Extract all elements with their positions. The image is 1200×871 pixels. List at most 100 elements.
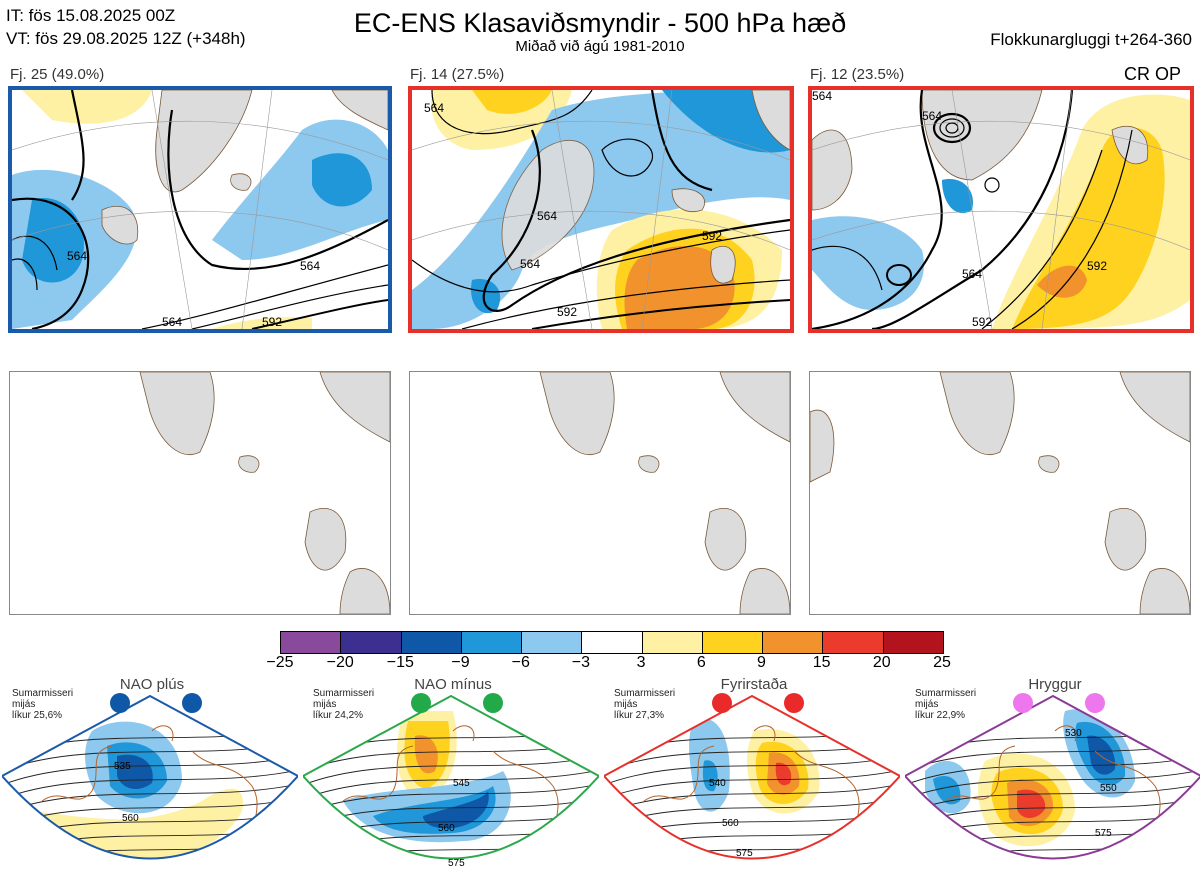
height-contour bbox=[2, 767, 298, 804]
regime-note: Sumarmisseri mijás líkur 27,3% bbox=[614, 688, 675, 721]
colorbar-tick-label: −6 bbox=[511, 654, 530, 671]
height-contour bbox=[303, 767, 599, 804]
anomaly-blob bbox=[702, 760, 718, 792]
regime-border bbox=[905, 694, 1200, 860]
height-contour bbox=[2, 753, 298, 790]
contour-label: 592 bbox=[702, 229, 722, 243]
contour-label: 550 bbox=[1100, 783, 1117, 794]
colorbar-swatch bbox=[340, 632, 401, 653]
contour-label: 592 bbox=[557, 305, 577, 319]
colorbar-swatch bbox=[281, 632, 341, 653]
regime-marker-dot bbox=[712, 693, 732, 713]
anomaly-fill bbox=[412, 90, 790, 329]
regime-border bbox=[2, 694, 298, 860]
height-contour bbox=[905, 767, 1200, 804]
anomaly-blob bbox=[423, 791, 489, 829]
cluster-2-label: Fj. 14 (27.5%) bbox=[410, 66, 505, 83]
height-contours bbox=[812, 90, 1133, 329]
valid-time: VT: fös 29.08.2025 12Z (+348h) bbox=[6, 29, 246, 48]
regime-note-line: mijás bbox=[614, 699, 638, 710]
regime-note-line: mijás bbox=[915, 699, 939, 710]
regime-note: Sumarmisseri mijás líkur 22,9% bbox=[915, 688, 976, 721]
colorbar-tick-label: 6 bbox=[696, 654, 706, 671]
cluster-3-map[interactable]: 564 564 564 592 592 bbox=[808, 86, 1194, 333]
colorbar-swatch bbox=[701, 632, 763, 653]
contour-label: 592 bbox=[1087, 259, 1107, 273]
page-title: EC-ENS Klasaviðsmyndir - 500 hPa hæð bbox=[353, 8, 847, 38]
page-subtitle: Miðað við ágú 1981-2010 bbox=[515, 38, 685, 55]
colorbar bbox=[280, 631, 944, 654]
colorbar-tick-label: −20 bbox=[326, 654, 354, 671]
colorbar-swatch bbox=[460, 632, 522, 653]
empty-map-1 bbox=[9, 371, 391, 615]
contour-label: 564 bbox=[67, 249, 87, 263]
land bbox=[812, 90, 1149, 211]
regime-title: NAO mínus bbox=[414, 676, 492, 693]
regime-map[interactable]: 540 560 575 bbox=[604, 691, 900, 871]
regime-note-line: Sumarmisseri bbox=[313, 688, 375, 699]
regime-note-line: líkur 25,6% bbox=[12, 710, 63, 721]
contour-label: 575 bbox=[736, 848, 753, 859]
regime-note: Sumarmisseri mijás líkur 25,6% bbox=[12, 688, 73, 721]
regime-map[interactable]: 535 560 bbox=[2, 691, 298, 871]
colorbar-swatch bbox=[581, 632, 642, 653]
cluster-1-map[interactable]: 564 564 564 592 bbox=[8, 86, 392, 333]
contour-label: 530 bbox=[1065, 728, 1082, 739]
regime-note-line: Sumarmisseri bbox=[614, 688, 676, 699]
height-contours bbox=[412, 90, 790, 329]
height-contour bbox=[303, 753, 599, 790]
colorbar-swatch bbox=[822, 632, 883, 653]
colorbar-swatch bbox=[641, 632, 702, 653]
contour-label: 535 bbox=[114, 761, 131, 772]
colorbar-swatch bbox=[762, 632, 823, 653]
colorbar-tick-label: 9 bbox=[757, 654, 766, 671]
regime-marker-dot bbox=[110, 693, 130, 713]
regime-note-line: líkur 27,3% bbox=[614, 710, 665, 721]
contour-label: 564 bbox=[520, 257, 540, 271]
regime-marker-dot bbox=[182, 693, 202, 713]
contour-label: 575 bbox=[1095, 828, 1112, 839]
regime-marker-dot bbox=[1085, 693, 1105, 713]
contour-label: 540 bbox=[709, 778, 726, 789]
regime-marker-dot bbox=[1013, 693, 1033, 713]
regime-marker-dot bbox=[411, 693, 431, 713]
clustering-window: Flokkunargluggi t+264-360 bbox=[990, 30, 1192, 49]
regime-border bbox=[604, 694, 900, 860]
regime-marker-dot bbox=[483, 693, 503, 713]
regime-map[interactable]: 545 560 575 bbox=[303, 691, 599, 871]
land bbox=[501, 90, 790, 284]
cluster-1-label: Fj. 25 (49.0%) bbox=[10, 66, 105, 83]
colorbar-tick-label: −25 bbox=[266, 654, 294, 671]
cluster-3-tag: CR OP bbox=[1124, 64, 1182, 84]
regime-title: Hryggur bbox=[1028, 676, 1082, 693]
cluster-3-label: Fj. 12 (23.5%) bbox=[810, 66, 905, 83]
contour-label: 564 bbox=[162, 315, 182, 329]
contour-label: 545 bbox=[453, 778, 470, 789]
colorbar-tick-label: 20 bbox=[872, 654, 891, 671]
contour-label: 564 bbox=[812, 90, 832, 103]
contour-label: 575 bbox=[448, 858, 465, 869]
anomaly-blob bbox=[414, 735, 438, 774]
regime-note-line: líkur 24,2% bbox=[313, 710, 364, 721]
empty-map-2 bbox=[409, 371, 791, 615]
contour-label: 564 bbox=[424, 101, 444, 115]
colorbar-tick-label: −9 bbox=[451, 654, 470, 671]
regime-note-line: mijás bbox=[313, 699, 337, 710]
contour-label: 564 bbox=[537, 209, 557, 223]
header-info: IT: fös 15.08.2025 00Z VT: fös 29.08.202… bbox=[6, 4, 246, 50]
initial-time: IT: fös 15.08.2025 00Z bbox=[6, 6, 176, 25]
land bbox=[101, 90, 388, 245]
contour-label: 564 bbox=[300, 259, 320, 273]
colorbar-tick-label: −15 bbox=[386, 654, 414, 671]
colorbar-tick-label: −3 bbox=[571, 654, 591, 671]
regime-map[interactable]: 530 550 575 bbox=[905, 691, 1200, 871]
cluster-2-map[interactable]: 564 564 564 592 592 bbox=[408, 86, 794, 333]
contour-label: 560 bbox=[722, 818, 739, 829]
colorbar-swatch bbox=[400, 632, 461, 653]
regime-marker-dot bbox=[784, 693, 804, 713]
empty-map-3 bbox=[809, 371, 1191, 615]
height-contours bbox=[12, 90, 388, 329]
height-contour bbox=[905, 753, 1200, 790]
height-contour bbox=[604, 767, 900, 804]
height-contour bbox=[604, 753, 900, 790]
